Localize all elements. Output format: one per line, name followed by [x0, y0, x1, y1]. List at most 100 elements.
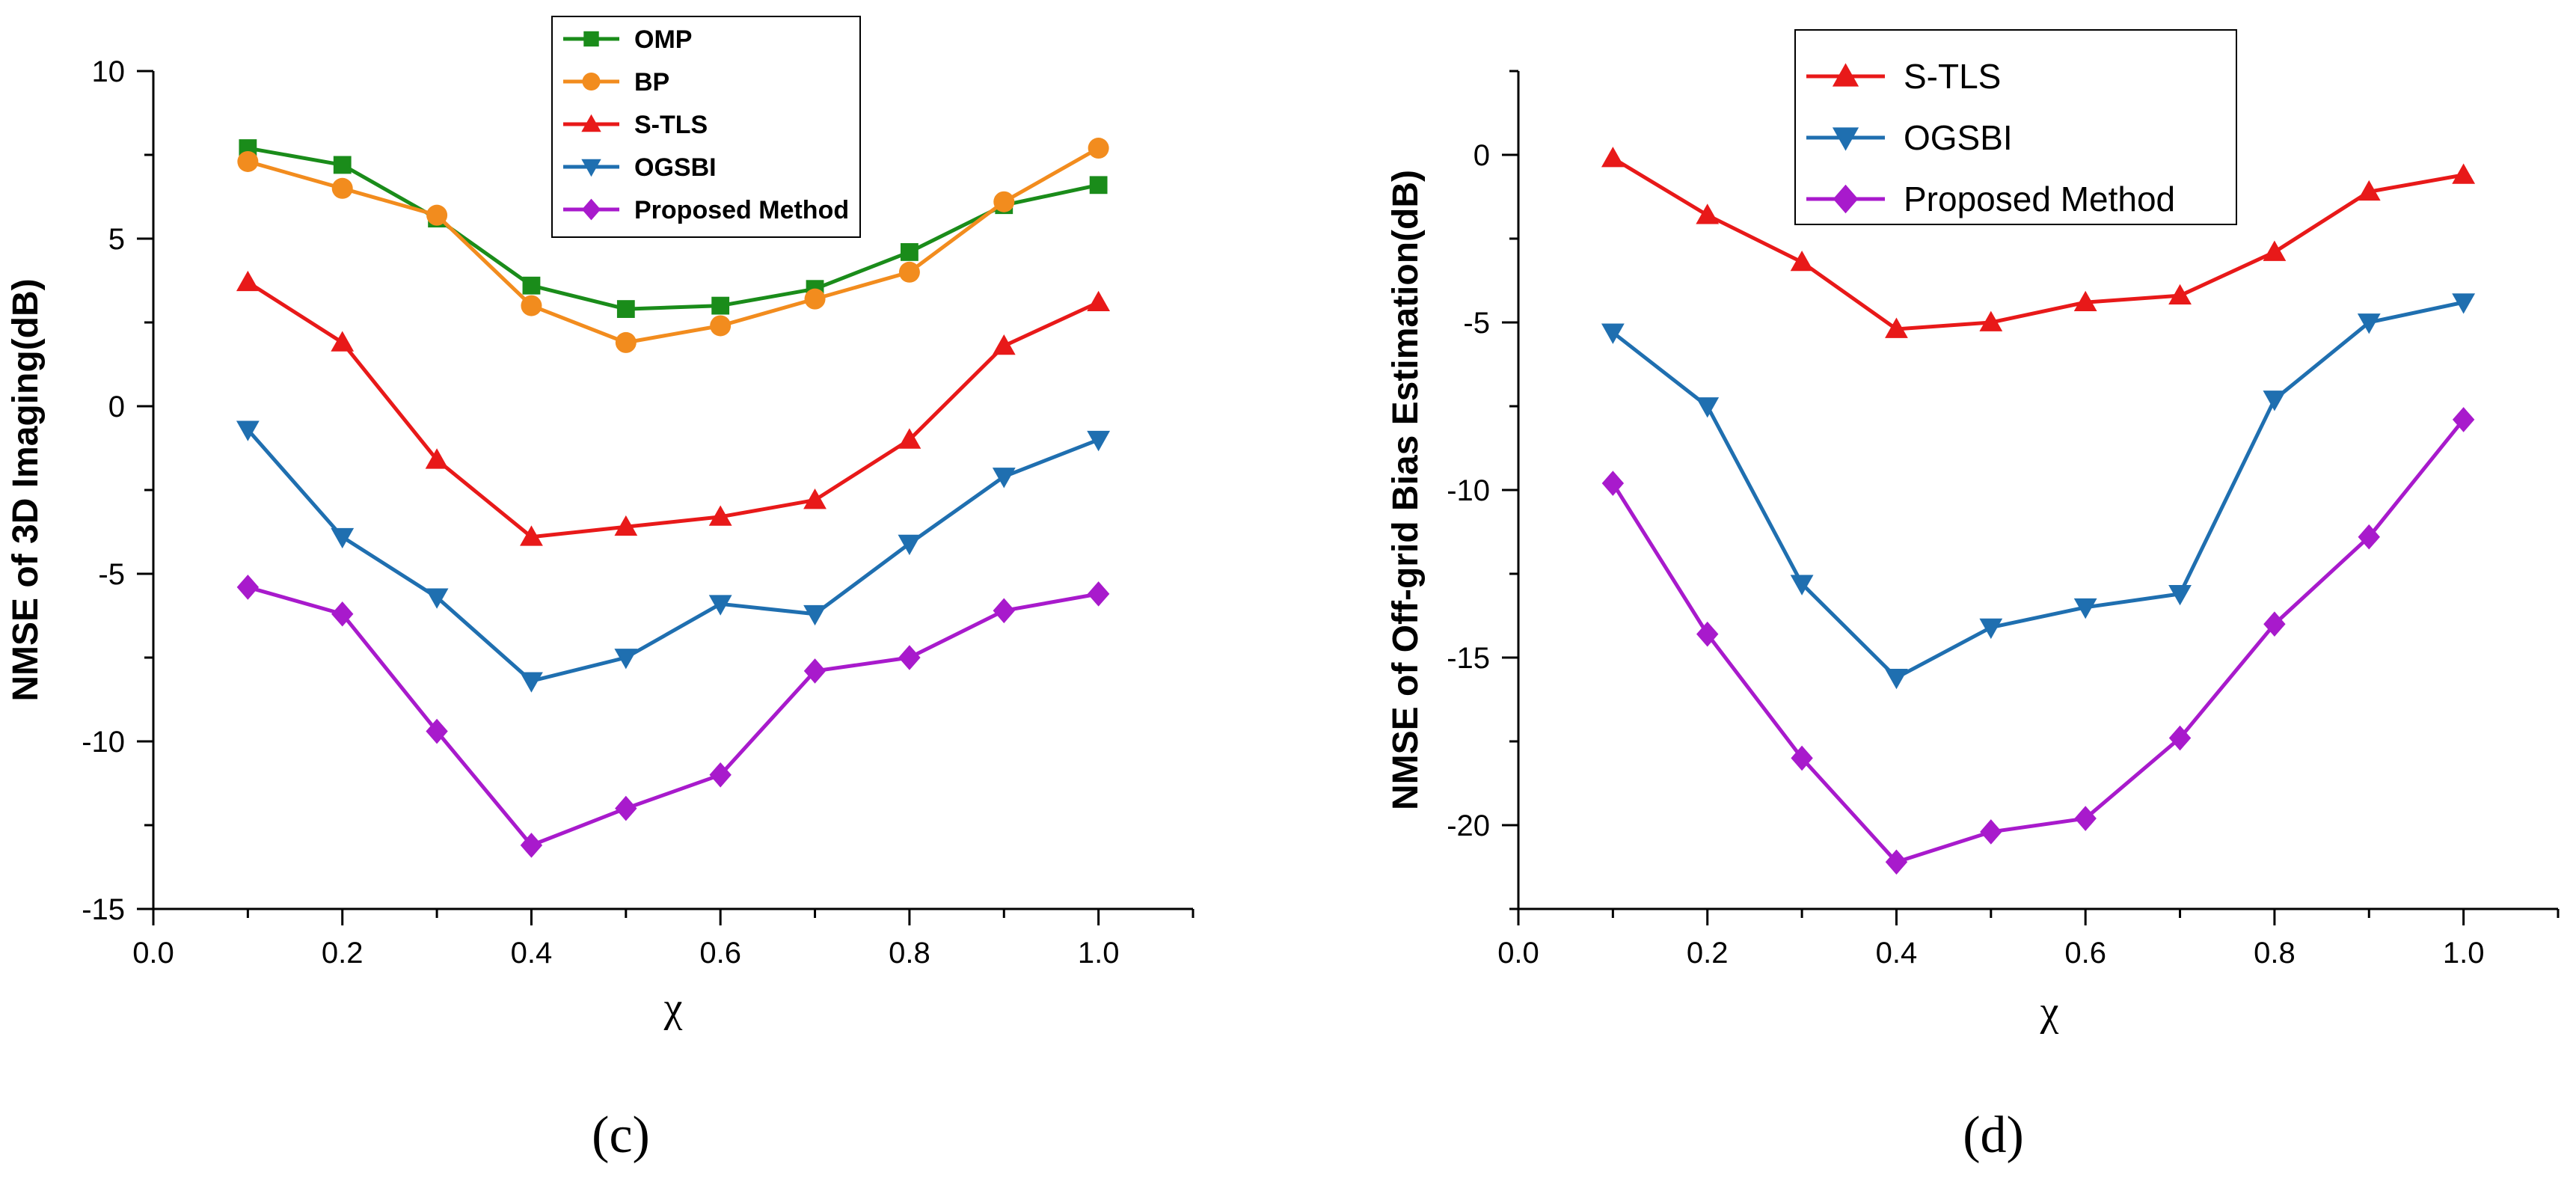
y-axis-title: NMSE of 3D Imaging(dB) — [6, 278, 46, 701]
data-point — [237, 150, 259, 172]
legend-marker — [1832, 63, 1859, 87]
series-line — [246, 428, 1100, 683]
data-point — [1979, 618, 2003, 640]
y-tick-label: 10 — [92, 55, 126, 88]
data-point — [615, 795, 637, 821]
series-line — [247, 585, 1100, 848]
y-tick-label: -10 — [82, 726, 125, 759]
legend-label: S-TLS — [1904, 57, 2001, 96]
data-point — [804, 288, 826, 310]
data-point — [236, 420, 260, 441]
y-tick-label: -20 — [1447, 809, 1490, 842]
data-point — [992, 334, 1016, 355]
data-point — [711, 296, 730, 315]
data-point — [236, 575, 260, 600]
legend-label: OGSBI — [634, 153, 717, 182]
x-axis-title: χ — [2040, 988, 2059, 1035]
data-point — [426, 718, 448, 744]
data-point — [426, 204, 448, 226]
panel-label: (c) — [592, 1106, 650, 1164]
data-point — [522, 276, 541, 295]
data-point — [1601, 471, 1625, 496]
x-tick-label: 0.0 — [132, 937, 174, 970]
data-point — [425, 588, 449, 609]
data-point — [2452, 163, 2476, 184]
data-point — [2073, 290, 2097, 312]
data-point — [1601, 147, 1625, 168]
legend: S-TLS OGSBI Proposed Method — [1794, 29, 2237, 225]
data-point — [709, 762, 732, 788]
series-line — [1612, 156, 2465, 331]
legend-label: OMP — [634, 25, 692, 54]
data-point — [1696, 203, 1720, 224]
data-point — [2452, 407, 2475, 432]
series-ogsbi — [1601, 293, 2476, 690]
y-tick-label: -5 — [98, 558, 125, 591]
chart-panel-d: 0.0 0.2 0.4 0.6 0.8 1.0 -20 -15 -10 -5 0 χ NMSE of O… — [1386, 29, 2560, 1164]
series-proposed-method — [236, 575, 1110, 858]
legend-marker — [581, 114, 601, 132]
data-point — [520, 833, 543, 858]
data-point — [2452, 293, 2476, 314]
panel-label: (d) — [1963, 1106, 2024, 1164]
chart-panel-c: 0.0 0.2 0.4 0.6 0.8 1.0 -15 -10 -5 0 5 10 χ NMSE of 3… — [6, 16, 1195, 1164]
y-tick-label: 0 — [108, 391, 125, 423]
data-point — [2263, 240, 2287, 261]
legend-label: BP — [634, 68, 669, 97]
data-point — [1696, 397, 1720, 418]
x-tick-label: 0.8 — [2254, 937, 2296, 970]
legend-label: S-TLS — [634, 111, 708, 139]
y-tick-label: 5 — [108, 223, 125, 256]
data-point — [898, 534, 921, 556]
data-point — [901, 243, 919, 261]
data-point — [520, 525, 543, 546]
y-tick-label: -15 — [82, 893, 125, 926]
x-tick-label: 0.4 — [1876, 937, 1918, 970]
data-point — [1696, 621, 1719, 647]
data-point — [1089, 176, 1108, 195]
data-point — [616, 300, 635, 318]
series-line — [1611, 300, 2465, 680]
data-point — [1601, 323, 1625, 344]
legend-marker — [582, 73, 601, 91]
series-ogsbi — [236, 420, 1111, 693]
data-point — [1087, 430, 1111, 452]
data-point — [898, 645, 921, 670]
y-tick-label: -10 — [1447, 474, 1490, 507]
y-tick-label: -5 — [1463, 307, 1490, 340]
data-point — [708, 595, 732, 616]
legend-box — [1794, 29, 2237, 225]
series-line — [247, 281, 1100, 539]
data-point — [1885, 849, 1908, 875]
series-proposed-method — [1601, 407, 2475, 875]
data-point — [331, 527, 355, 549]
legend-box — [551, 16, 861, 238]
data-point — [1885, 317, 1908, 338]
data-point — [898, 261, 920, 283]
data-point — [803, 658, 827, 684]
data-point — [2168, 725, 2192, 751]
y-tick-label: -15 — [1447, 642, 1490, 675]
data-point — [1790, 575, 1814, 595]
data-point — [1791, 745, 1813, 771]
data-point — [803, 489, 827, 509]
data-point — [993, 598, 1015, 624]
data-point — [331, 177, 353, 199]
x-tick-label: 0.6 — [699, 937, 741, 970]
data-point — [992, 468, 1016, 489]
legend-label: OGSBI — [1904, 118, 2013, 157]
data-point — [803, 604, 827, 626]
data-point — [520, 672, 543, 693]
x-tick-label: 0.2 — [1687, 937, 1729, 970]
x-tick-label: 0.2 — [322, 937, 364, 970]
data-point — [2168, 584, 2192, 606]
legend-marker — [1832, 127, 1859, 151]
series-line — [247, 146, 1100, 311]
data-point — [2357, 313, 2381, 334]
data-point — [2358, 524, 2380, 550]
data-point — [2263, 391, 2287, 411]
x-tick-label: 0.0 — [1497, 937, 1539, 970]
legend-marker — [581, 159, 601, 177]
